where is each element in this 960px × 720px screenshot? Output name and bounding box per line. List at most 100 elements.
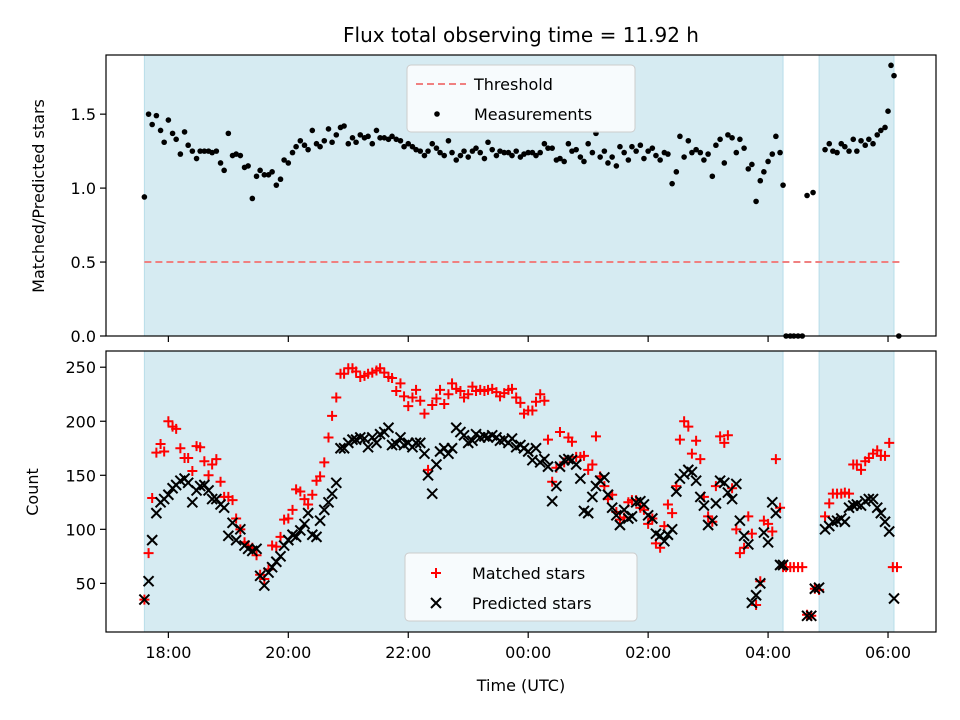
measurement-point — [749, 161, 755, 168]
matched-star-point — [283, 513, 294, 524]
measurement-point — [891, 72, 897, 79]
predicted-star-point — [370, 437, 383, 449]
measurement-point — [741, 145, 747, 151]
measurement-point — [854, 148, 860, 154]
matched-star-point — [880, 450, 891, 461]
matched-star-point — [175, 443, 186, 454]
matched-star-point — [542, 434, 553, 445]
predicted-star-point — [254, 570, 266, 582]
measurement-point — [585, 140, 591, 147]
measurement-point — [261, 171, 268, 178]
measurement-point — [850, 136, 857, 143]
matched-star-point — [515, 397, 526, 408]
matched-star-point — [407, 392, 418, 403]
predicted-star-point — [614, 519, 626, 531]
matched-star-point — [691, 435, 702, 446]
legend-predicted-swatch — [430, 597, 442, 609]
matched-star-point — [539, 395, 550, 406]
measurement-point — [705, 151, 711, 157]
predicted-star-point — [867, 493, 879, 505]
matched-star-point — [431, 393, 442, 404]
predicted-star-point — [770, 507, 782, 519]
measurement-point — [277, 176, 284, 183]
matched-star-point — [844, 488, 855, 499]
predicted-star-point — [138, 593, 151, 606]
measurement-point — [653, 152, 659, 159]
measurement-point — [481, 155, 488, 162]
matched-star-point — [227, 495, 238, 506]
predicted-star-point — [698, 499, 710, 512]
measurement-point — [617, 143, 623, 150]
measurements-series — [141, 62, 902, 339]
x-tick-label: 02:00 — [625, 643, 671, 662]
measurement-point — [461, 148, 467, 154]
matched-star-point — [319, 457, 330, 468]
measurement-point — [181, 129, 188, 135]
measurement-point — [657, 157, 663, 163]
matched-star-point — [435, 384, 446, 395]
predicted-star-point — [734, 514, 746, 527]
predicted-star-point — [442, 447, 455, 460]
measurement-point — [317, 143, 323, 150]
matched-star-point — [719, 437, 730, 448]
matched-star-point — [287, 504, 298, 515]
measurement-point — [773, 133, 779, 140]
matched-star-point — [439, 398, 450, 409]
y-tick-label: 0.5 — [71, 253, 96, 272]
measurement-point — [733, 149, 740, 156]
predicted-star-point — [506, 432, 518, 445]
predicted-star-point — [274, 550, 287, 563]
predicted-star-point — [582, 507, 594, 519]
matched-star-point — [662, 499, 673, 510]
measurement-point — [649, 145, 656, 151]
measurement-point — [513, 148, 520, 154]
bottom-legend: Matched stars Predicted stars — [404, 552, 638, 622]
measurement-point — [878, 127, 884, 134]
predicted-star-point — [234, 523, 247, 536]
matched-star-point — [566, 436, 577, 447]
matched-star-point — [892, 562, 903, 573]
measurement-point — [888, 62, 894, 69]
y-tick-label: 1.5 — [71, 105, 96, 124]
measurement-point — [477, 149, 484, 156]
measurement-point — [353, 139, 359, 146]
matched-star-point — [327, 410, 338, 421]
matched-star-point — [746, 528, 757, 539]
predicted-star-point — [418, 447, 431, 460]
measurement-point — [685, 137, 692, 144]
measurement-point — [573, 146, 579, 153]
predicted-star-point — [302, 507, 314, 519]
matched-star-point — [351, 366, 362, 377]
predicted-star-point — [426, 487, 438, 500]
measurement-point — [609, 154, 615, 160]
measurement-point — [601, 148, 608, 154]
matched-star-point — [155, 438, 166, 449]
measurement-point — [541, 140, 548, 147]
measurement-point — [161, 139, 167, 146]
measurement-point — [697, 149, 704, 156]
measurement-point — [269, 169, 275, 175]
matched-star-point — [427, 400, 438, 411]
matched-star-point — [731, 524, 742, 535]
measurement-point — [501, 149, 508, 156]
measurement-point — [349, 135, 356, 141]
matched-star-point — [395, 378, 406, 389]
measurement-point — [882, 124, 888, 131]
predicted-star-point — [186, 496, 199, 509]
predicted-star-point — [422, 469, 434, 481]
measurement-point — [149, 121, 155, 128]
measurement-point — [153, 112, 160, 119]
measurement-point — [842, 143, 848, 150]
predicted-star-point — [218, 502, 230, 514]
predicted-star-point — [718, 477, 731, 489]
legend-predicted-label: Predicted stars — [472, 594, 592, 613]
predicted-star-point — [318, 504, 331, 516]
measurement-point — [249, 195, 256, 202]
measurement-point — [177, 151, 184, 157]
matched-star-point — [387, 373, 398, 384]
measurement-point — [405, 140, 412, 147]
bottom-y-axis-label: Count — [23, 468, 42, 516]
measurement-point — [437, 149, 443, 156]
predicted-star-point — [888, 592, 900, 605]
measurement-point — [689, 149, 695, 156]
